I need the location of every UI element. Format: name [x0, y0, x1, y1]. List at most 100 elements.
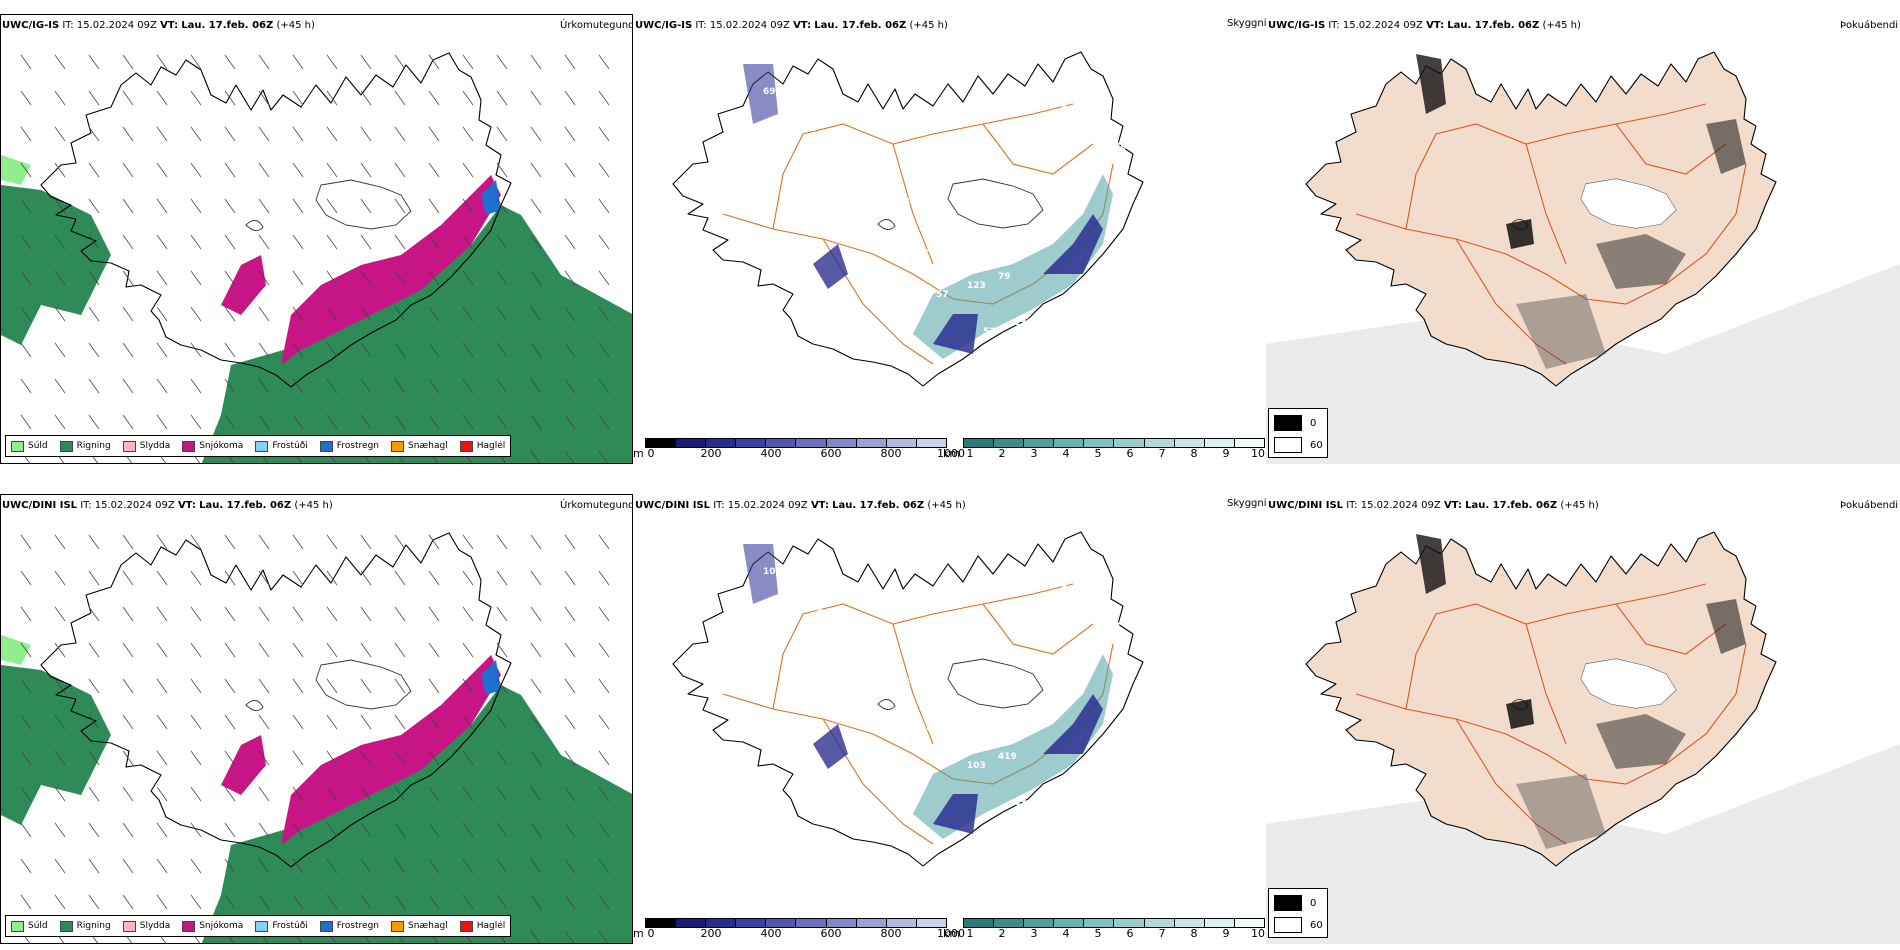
wind-barb — [496, 570, 508, 586]
visibility-value-label: 94 — [795, 179, 808, 189]
precip-legend-label: Snæhagl — [408, 921, 448, 931]
wind-barb — [394, 822, 406, 838]
wind-barb — [224, 162, 236, 178]
fog-map — [1266, 51, 1900, 464]
colorbar-tick-km: 8 — [1190, 927, 1198, 940]
wind-barb — [292, 678, 304, 694]
fog-dark-2 — [1506, 219, 1534, 249]
wind-barb — [394, 54, 406, 70]
wind-barb — [156, 534, 168, 550]
road-line-3 — [892, 623, 934, 745]
wind-barb — [122, 786, 134, 802]
wind-barb — [598, 342, 610, 358]
colorbar-swatch — [676, 439, 707, 447]
road-line-2 — [1455, 718, 1567, 845]
wind-barb — [122, 570, 134, 586]
wind-barb — [564, 306, 576, 322]
wind-barb — [462, 162, 474, 178]
wind-barb — [326, 54, 338, 70]
colorbar-swatch — [994, 439, 1025, 447]
visibility-m-strip — [645, 918, 947, 928]
road-line-3 — [1525, 143, 1567, 265]
wind-barb — [258, 534, 270, 550]
colorbar-swatch — [1234, 919, 1264, 927]
wind-barb — [326, 750, 338, 766]
wind-barb — [360, 606, 372, 622]
precip-legend-label: Frostúði — [272, 921, 308, 931]
wind-barb — [394, 786, 406, 802]
wind-barb — [20, 414, 32, 430]
wind-barb — [598, 306, 610, 322]
wind-barb — [54, 534, 66, 550]
wind-barb — [462, 270, 474, 286]
visibility-value-label: 136 — [1108, 142, 1127, 152]
wind-barb — [190, 570, 202, 586]
header-skyggni-row2: UWC/DINI ISL IT: 15.02.2024 09Z VT: Lau.… — [635, 500, 966, 511]
wind-barb — [564, 450, 575, 463]
wind-barb — [564, 342, 576, 358]
wind-barb — [292, 234, 304, 250]
precip-legend-item: Rigning — [59, 440, 111, 452]
wind-barb — [20, 606, 32, 622]
wind-barb — [394, 342, 406, 358]
precip-legend-item: Frostúði — [255, 440, 308, 452]
low-visibility-km-band — [913, 174, 1113, 359]
low-visibility-m-blob-2 — [1043, 694, 1103, 754]
colorbar-swatch — [676, 919, 707, 927]
wind-barb — [326, 678, 338, 694]
wind-barb — [598, 786, 610, 802]
iceland-outline — [20, 532, 610, 943]
road-line-4 — [1615, 603, 1727, 655]
wind-barb — [598, 54, 610, 70]
wind-barb — [530, 750, 542, 766]
low-visibility-m-blob-1 — [933, 314, 978, 354]
colorbar-swatch — [1024, 919, 1055, 927]
wind-barb — [54, 234, 66, 250]
wind-barb — [564, 162, 576, 178]
precip-legend-item: Súld — [11, 440, 48, 452]
visibility-value-label: 57 — [936, 290, 949, 300]
wind-barb — [360, 570, 372, 586]
wind-barb — [224, 54, 236, 70]
visibility-map: 69 8 76 58 102 79 74 24 570 278 147 159 123 130 63 136 9… — [672, 51, 1144, 387]
visibility-value-label: 63 — [1014, 798, 1027, 808]
wind-barb — [530, 858, 542, 874]
wind-barb — [258, 342, 270, 358]
wind-barb — [20, 714, 32, 730]
label-skyggni-row1: Skyggni — [1227, 18, 1267, 29]
wind-barb — [54, 642, 66, 658]
wind-barb — [88, 162, 100, 178]
colorbar-tick-km: 6 — [1126, 447, 1134, 460]
wind-barb — [496, 126, 508, 142]
colorbar-tick-km: 7 — [1158, 927, 1166, 940]
wind-barb — [462, 642, 474, 658]
wind-barb — [462, 894, 474, 910]
visibility-value-label: 272 — [1045, 789, 1064, 799]
colorbar-swatch — [1144, 439, 1175, 447]
wind-barb — [428, 414, 440, 430]
wind-barb — [156, 126, 168, 142]
precip-legend-label: Slydda — [139, 921, 171, 931]
colorbar-tick-km: 2 — [998, 447, 1006, 460]
wind-barb — [88, 858, 100, 874]
fog-dark-1 — [1416, 534, 1446, 594]
visibility-value-label: 570 — [779, 133, 798, 143]
colorbar-tick-km: 1 — [966, 447, 974, 460]
glacier-fill — [1581, 179, 1676, 228]
precip-legend-item: Snæhagl — [391, 920, 448, 932]
wind-barb — [462, 570, 474, 586]
precip-legend-swatch — [59, 440, 73, 452]
fog-legend: 0 60 — [1268, 408, 1328, 458]
wind-barb — [598, 750, 610, 766]
wind-barb — [88, 90, 100, 106]
precip-legend-label: Rigning — [76, 921, 111, 931]
visibility-value-label: 76 — [857, 161, 870, 171]
wind-barb — [190, 750, 202, 766]
wind-barb — [564, 270, 576, 286]
wind-barb — [564, 678, 576, 694]
wind-barb — [190, 822, 202, 838]
wind-barb — [496, 678, 508, 694]
wind-barb — [530, 894, 542, 910]
visibility-km-strip — [963, 918, 1265, 928]
wind-barb — [564, 54, 576, 70]
